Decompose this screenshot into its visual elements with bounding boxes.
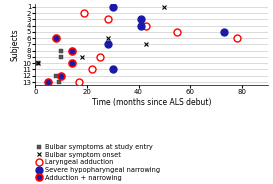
Legend: Bulbar symptoms at study entry, Bulbar symptom onset, Laryngeal adduction, Sever: Bulbar symptoms at study entry, Bulbar s… (36, 144, 161, 181)
X-axis label: Time (months since ALS debut): Time (months since ALS debut) (92, 98, 211, 107)
Y-axis label: Subjects: Subjects (11, 28, 20, 61)
